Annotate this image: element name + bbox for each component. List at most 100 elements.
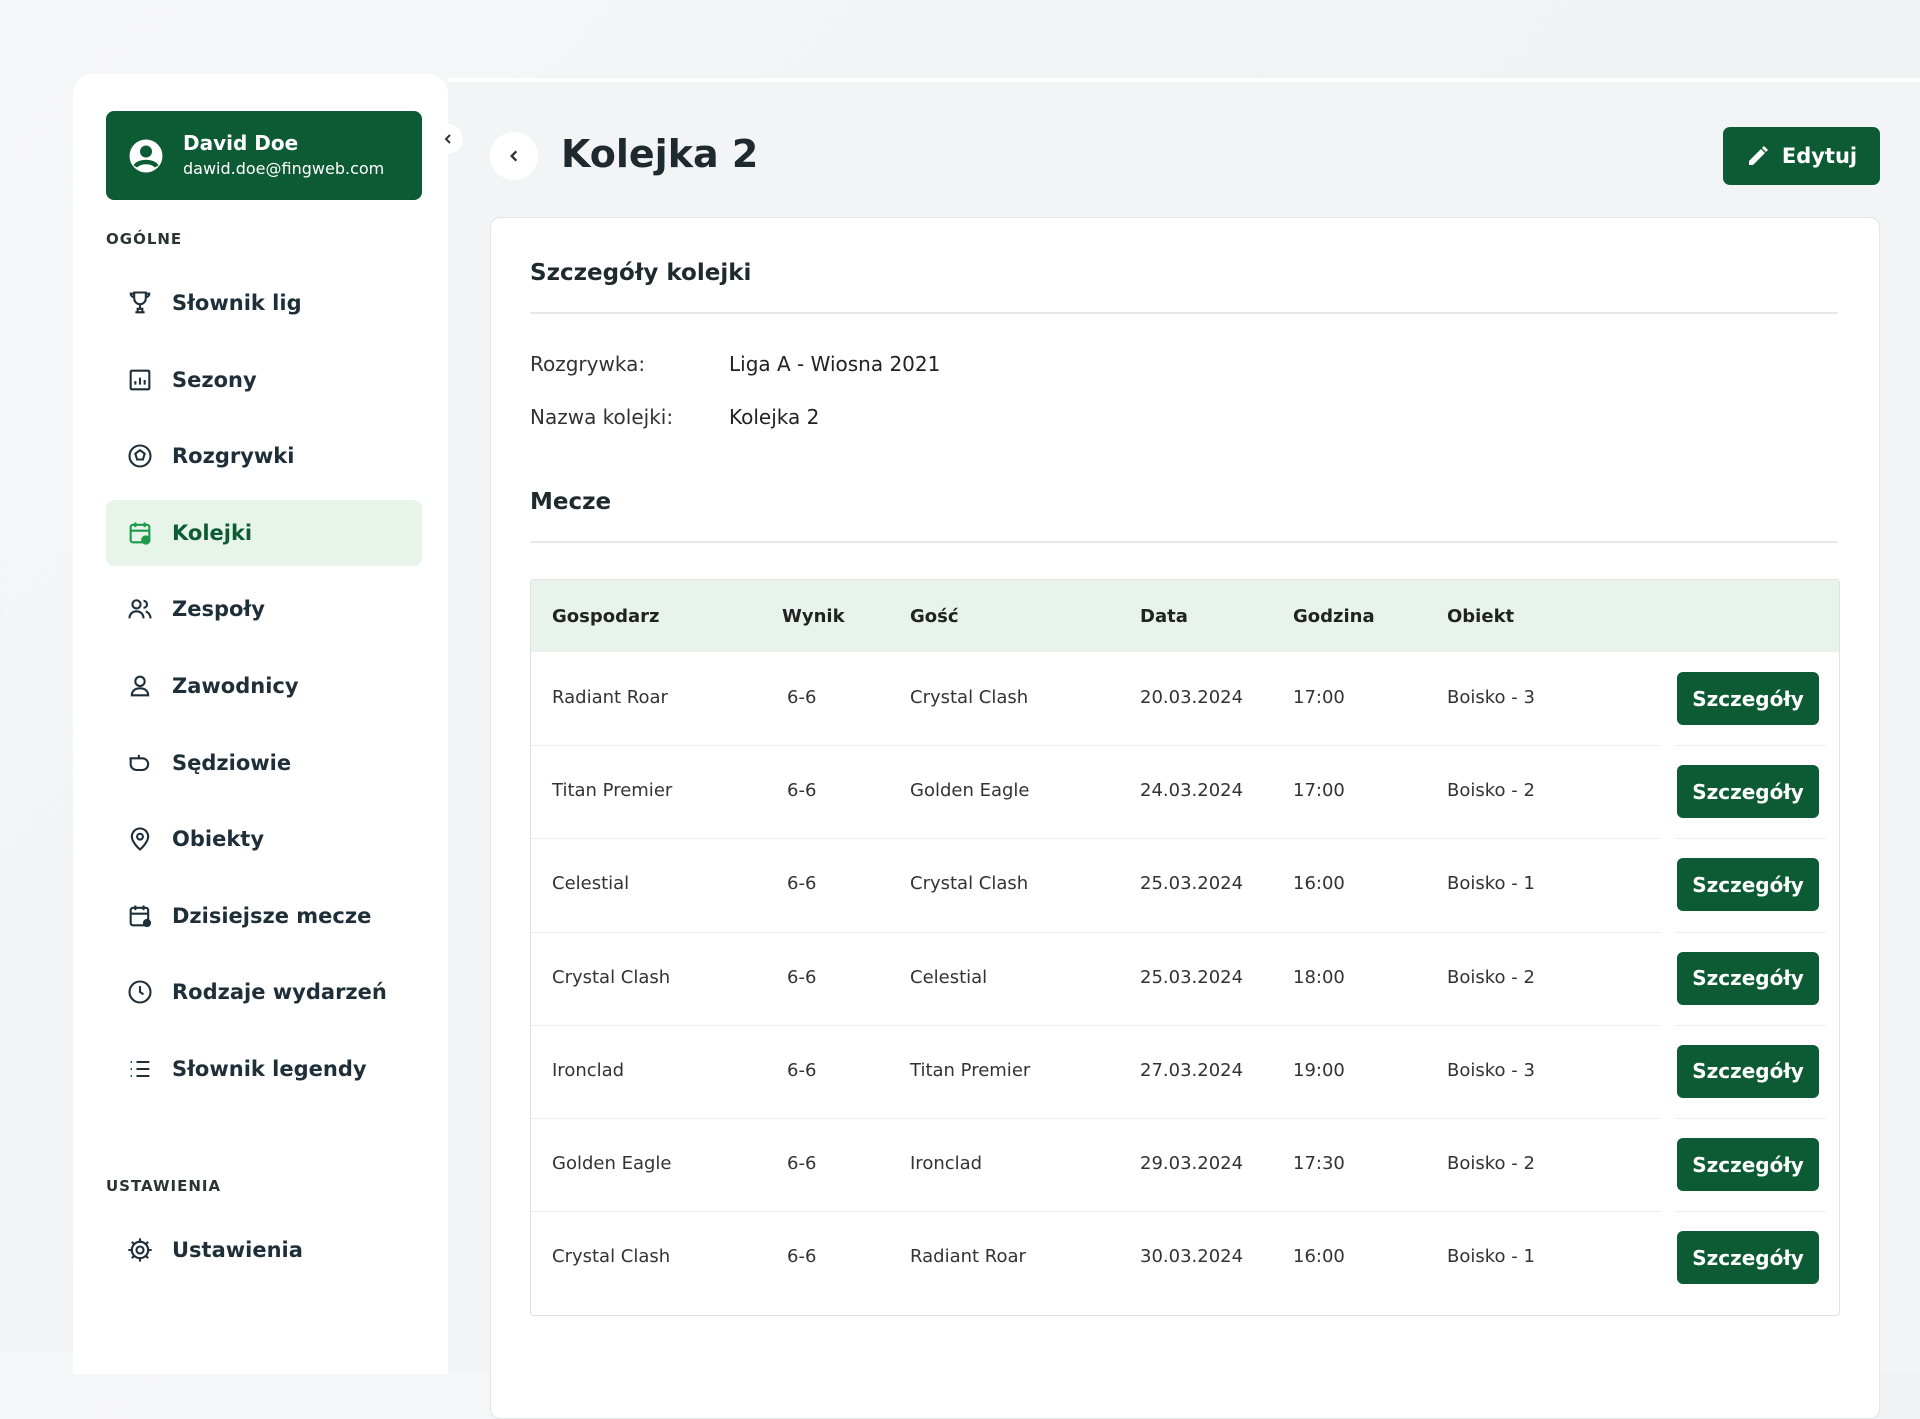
edit-button[interactable]: Edytuj [1723, 127, 1880, 185]
cell: Golden Eagle [910, 780, 1030, 802]
nav-item[interactable]: Słownik legendy [106, 1036, 422, 1102]
nav-item[interactable]: Obiekty [106, 806, 422, 872]
nav-label: Zawodnicy [172, 674, 299, 698]
cell: 6-6 [787, 966, 817, 988]
nav-item[interactable]: Słownik lig [106, 270, 422, 336]
divider [530, 541, 1838, 543]
cell: 6-6 [787, 1059, 817, 1081]
cell: 16:00 [1293, 873, 1345, 895]
field-value: Liga A - Wiosna 2021 [729, 352, 941, 376]
cell: Celestial [910, 966, 988, 988]
cell: Ironclad [910, 1153, 983, 1174]
cell: 27.03.2024 [1140, 1059, 1244, 1081]
nav-item[interactable]: Sędziowie [106, 730, 422, 796]
nav-icon [128, 1237, 152, 1262]
cell: Titan Premier [552, 780, 673, 802]
column-header: Gospodarz [552, 606, 660, 627]
row-divider [531, 931, 1661, 933]
details-button[interactable]: Szczegóły [1677, 858, 1819, 912]
nav-item[interactable]: Zawodnicy [106, 653, 422, 719]
nav-item[interactable]: Sezony [106, 347, 422, 413]
nav-item[interactable]: Kolejki [106, 499, 422, 566]
nav-icon [128, 444, 152, 468]
page-title: Kolejka 2 [561, 132, 759, 176]
cell: 16:00 [1293, 1246, 1345, 1268]
details-button[interactable]: Szczegóły [1677, 951, 1819, 1005]
cell: Boisko - 1 [1447, 873, 1535, 895]
cell: Crystal Clash [552, 1246, 671, 1268]
edit-label: Edytuj [1781, 144, 1858, 168]
cell: 29.03.2024 [1140, 1153, 1244, 1174]
nav-item[interactable]: Ustawienia [106, 1217, 422, 1283]
nav-item[interactable]: Rozgrywki [106, 423, 422, 489]
row-divider [1676, 931, 1826, 933]
nav-icon [129, 754, 150, 771]
cell: 17:00 [1293, 780, 1345, 802]
nav-icon [129, 291, 151, 314]
nav-icon [130, 675, 150, 697]
cell: Crystal Clash [910, 873, 1029, 895]
cell: Golden Eagle [552, 1153, 672, 1174]
nav-item[interactable]: Rodzaje wydarzeń [106, 959, 422, 1025]
table-header: Gospodarz Wynik Gość Data Godzina Obiekt [531, 580, 1839, 652]
cell: 18:00 [1293, 966, 1345, 988]
cell: 19:00 [1293, 1059, 1345, 1081]
nav-label: Słownik lig [172, 291, 302, 315]
divider [530, 312, 1838, 314]
nav-icon [130, 827, 150, 852]
column-header: Wynik [782, 606, 845, 627]
nav-item[interactable]: Dzisiejsze mecze [106, 883, 422, 949]
section-label: USTAWIENIA [106, 1176, 222, 1195]
cell: 20.03.2024 [1140, 687, 1244, 708]
nav-icon [130, 1060, 150, 1078]
nav-item[interactable]: Zespoły [106, 576, 422, 642]
details-button[interactable]: Szczegóły [1677, 765, 1819, 819]
user-box[interactable]: David Doe dawid.doe@fingweb.com [106, 111, 422, 200]
nav-label: Sezony [172, 367, 257, 392]
details-button[interactable]: Szczegóły [1677, 672, 1819, 725]
nav-icon [128, 980, 152, 1004]
user-icon [129, 139, 163, 173]
cell: Crystal Clash [910, 687, 1029, 708]
back-button[interactable] [490, 132, 538, 180]
column-header: Obiekt [1447, 606, 1515, 627]
column-header: Gość [910, 606, 959, 627]
row-divider [531, 1024, 1661, 1026]
matches-title: Mecze [530, 489, 612, 515]
nav-icon [129, 522, 151, 545]
cell: Boisko - 2 [1447, 1153, 1535, 1174]
collapse-button[interactable] [433, 124, 463, 154]
cell: 25.03.2024 [1140, 966, 1244, 988]
nav-label: Dzisiejsze mecze [172, 903, 372, 928]
cell: Radiant Roar [552, 687, 668, 708]
column-header: Data [1140, 606, 1188, 627]
nav-label: Słownik legendy [172, 1057, 367, 1081]
cell: Celestial [552, 873, 630, 895]
field-value: Kolejka 2 [729, 405, 820, 429]
cell: Boisko - 1 [1447, 1246, 1535, 1268]
cell: Boisko - 2 [1447, 966, 1535, 988]
nav-label: Sędziowie [172, 750, 292, 775]
details-button[interactable]: Szczegóły [1677, 1044, 1819, 1098]
nav-label: Kolejki [172, 520, 253, 545]
cell: Boisko - 2 [1447, 780, 1535, 802]
user-email: dawid.doe@fingweb.com [183, 159, 385, 178]
details-button[interactable]: Szczegóły [1677, 1231, 1819, 1285]
nav-label: Rozgrywki [172, 444, 295, 469]
user-name: David Doe [183, 131, 299, 155]
cell: 17:30 [1293, 1153, 1345, 1174]
nav-icon [128, 599, 152, 619]
section-label: OGÓLNE [106, 230, 183, 248]
details-button[interactable]: Szczegóły [1677, 1138, 1819, 1191]
nav-label: Ustawienia [172, 1237, 303, 1262]
nav-label: Obiekty [172, 827, 265, 852]
field-label: Nazwa kolejki: [530, 405, 674, 429]
cell: 6-6 [787, 1246, 817, 1268]
sidebar [73, 74, 448, 1374]
cell: 30.03.2024 [1140, 1246, 1244, 1268]
row-divider [531, 745, 1661, 747]
row-divider [1676, 838, 1826, 840]
nav-label: Zespoły [172, 597, 265, 622]
cell: 6-6 [787, 1153, 817, 1174]
